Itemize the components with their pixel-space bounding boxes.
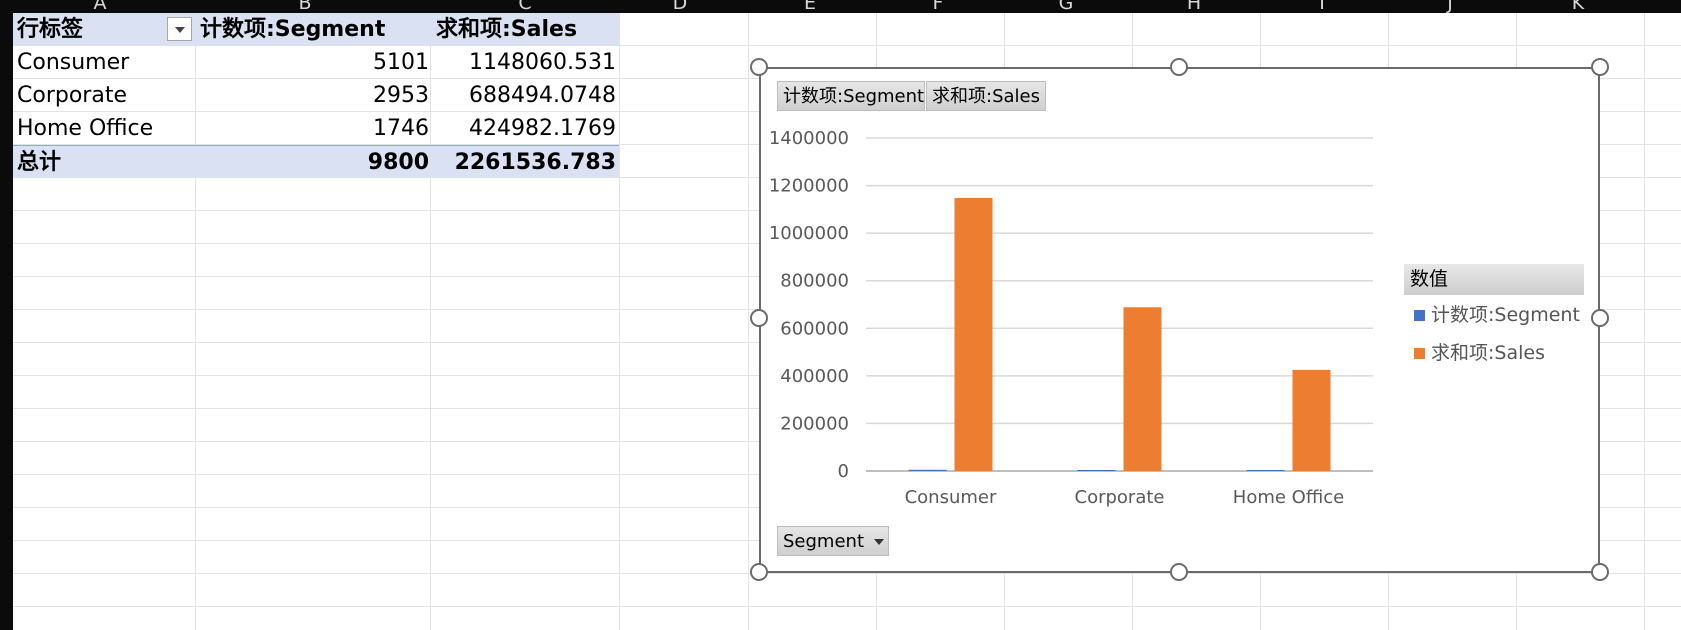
count-segment-header[interactable]: 计数项:Segment [200, 17, 386, 42]
resize-handle-bottom-right[interactable] [1591, 563, 1609, 581]
row-label-cell[interactable]: Consumer [17, 50, 130, 75]
value-field-button-sum[interactable]: 求和项:Sales [926, 81, 1046, 111]
y-tick-label: 200000 [780, 413, 849, 434]
column-header-f[interactable]: F [932, 0, 944, 13]
legend-swatch-orange [1414, 348, 1425, 359]
resize-handle-right[interactable] [1591, 309, 1609, 327]
grid-column-line [430, 13, 431, 630]
column-header-c[interactable]: C [518, 0, 532, 13]
y-tick-label: 800000 [780, 271, 849, 292]
y-tick-label: 400000 [780, 366, 849, 387]
resize-handle-top-right[interactable] [1591, 58, 1609, 76]
legend-label: 计数项:Segment [1431, 304, 1580, 326]
column-header-h[interactable]: H [1186, 0, 1202, 13]
legend-swatch-blue [1414, 310, 1425, 321]
legend-title[interactable]: 数值 [1404, 264, 1584, 295]
grid-column-line [195, 13, 196, 630]
resize-handle-top-left[interactable] [750, 58, 768, 76]
bar-sum-sales[interactable] [1292, 369, 1331, 471]
column-header-b[interactable]: B [298, 0, 312, 13]
sum-sales-header[interactable]: 求和项:Sales [436, 17, 578, 42]
y-tick-label: 1400000 [769, 128, 849, 149]
row-label-cell[interactable]: Corporate [17, 83, 127, 108]
grand-total-count[interactable]: 9800 [367, 150, 429, 175]
column-header-k[interactable]: K [1571, 0, 1585, 13]
y-tick-label: 1200000 [769, 176, 849, 197]
row-header-bar[interactable] [0, 13, 13, 630]
grid-column-line [1644, 13, 1645, 630]
x-category-label: Consumer [905, 487, 997, 508]
legend-item-count[interactable]: 计数项:Segment [1414, 303, 1580, 327]
bar-sum-sales[interactable] [1123, 307, 1162, 471]
legend-label: 求和项:Sales [1431, 342, 1545, 364]
pivot-total-row[interactable]: 总计 9800 2261536.783 [13, 145, 619, 178]
sum-cell[interactable]: 688494.0748 [469, 83, 616, 108]
y-tick-label: 1000000 [769, 223, 849, 244]
bar-count-segment[interactable] [1246, 470, 1285, 471]
axis-field-label: Segment [783, 531, 864, 552]
row-label-cell[interactable]: Home Office [17, 116, 154, 141]
resize-handle-top[interactable] [1170, 58, 1188, 76]
axis-field-button-segment[interactable]: Segment [777, 526, 889, 556]
pivot-data-row[interactable]: Consumer 5101 1148060.531 [13, 46, 619, 79]
pivot-chart[interactable] [759, 67, 1600, 573]
resize-handle-left[interactable] [750, 309, 768, 327]
bar-count-segment[interactable] [1077, 470, 1116, 471]
pivot-data-row[interactable]: Home Office 1746 424982.1769 [13, 112, 619, 145]
pivot-header-row[interactable]: 行标签 计数项:Segment 求和项:Sales [13, 13, 619, 46]
grid-column-line [619, 13, 620, 630]
sum-cell[interactable]: 424982.1769 [469, 116, 616, 141]
count-cell[interactable]: 5101 [373, 50, 429, 75]
resize-handle-bottom[interactable] [1170, 563, 1188, 581]
column-header-a[interactable]: A [93, 0, 107, 13]
value-field-button-count[interactable]: 计数项:Segment [777, 81, 925, 111]
row-labels-filter-button[interactable] [167, 17, 192, 41]
x-category-label: Home Office [1233, 487, 1344, 508]
count-cell[interactable]: 1746 [373, 116, 429, 141]
y-tick-label: 600000 [780, 318, 849, 339]
bar-sum-sales[interactable] [954, 197, 993, 471]
legend-item-sum[interactable]: 求和项:Sales [1414, 341, 1545, 365]
grand-total-label[interactable]: 总计 [17, 150, 62, 175]
column-header-bar: A B C D E F G H I J K [0, 0, 1681, 13]
row-labels-header[interactable]: 行标签 [17, 17, 84, 42]
column-header-j[interactable]: J [1447, 0, 1453, 13]
bar-count-segment[interactable] [908, 469, 947, 471]
grand-total-sum[interactable]: 2261536.783 [454, 150, 616, 175]
count-cell[interactable]: 2953 [373, 83, 429, 108]
column-header-i[interactable]: I [1319, 0, 1325, 13]
column-header-g[interactable]: G [1058, 0, 1074, 13]
y-tick-label: 0 [838, 461, 849, 482]
x-category-label: Corporate [1075, 487, 1165, 508]
chevron-down-icon[interactable] [874, 539, 884, 545]
column-header-d[interactable]: D [672, 0, 688, 13]
column-header-e[interactable]: E [803, 0, 816, 13]
resize-handle-bottom-left[interactable] [750, 563, 768, 581]
pivot-data-row[interactable]: Corporate 2953 688494.0748 [13, 79, 619, 112]
grid-column-line [748, 13, 749, 630]
sum-cell[interactable]: 1148060.531 [469, 50, 616, 75]
